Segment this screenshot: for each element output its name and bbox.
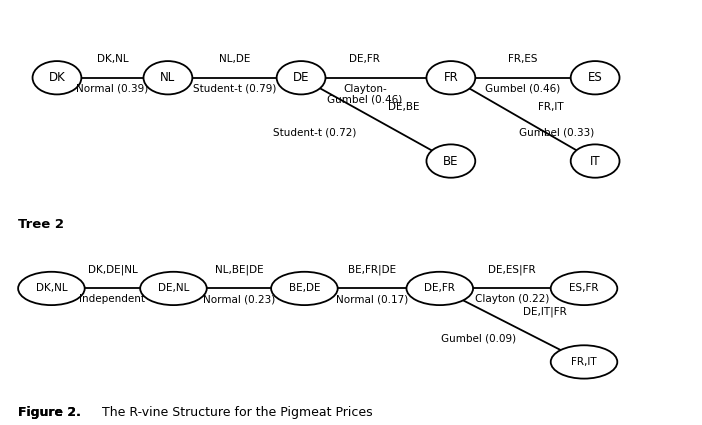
Text: FR,IT: FR,IT	[538, 102, 564, 111]
Text: ES,FR: ES,FR	[569, 283, 599, 293]
Text: Figure 2.: Figure 2.	[18, 406, 81, 419]
Text: ES: ES	[588, 71, 602, 84]
Ellipse shape	[277, 61, 326, 94]
Ellipse shape	[426, 144, 475, 178]
Text: FR: FR	[444, 71, 458, 84]
Text: DE,FR: DE,FR	[424, 283, 455, 293]
Text: BE,DE: BE,DE	[289, 283, 320, 293]
Text: Student-t (0.79): Student-t (0.79)	[193, 84, 276, 94]
Text: FR,IT: FR,IT	[571, 357, 597, 367]
Text: Tree 2: Tree 2	[18, 218, 64, 231]
Text: Clayton (0.22): Clayton (0.22)	[475, 295, 549, 304]
Text: DE,FR: DE,FR	[350, 54, 380, 64]
Ellipse shape	[18, 272, 85, 305]
Text: DK,NL: DK,NL	[36, 283, 67, 293]
Text: NL,DE: NL,DE	[219, 54, 250, 64]
Text: DE,IT|FR: DE,IT|FR	[523, 307, 567, 317]
Ellipse shape	[32, 61, 81, 94]
Ellipse shape	[271, 272, 338, 305]
Text: DE: DE	[293, 71, 310, 84]
Text: Normal (0.17): Normal (0.17)	[336, 295, 408, 304]
Text: Gumbel (0.09): Gumbel (0.09)	[441, 333, 516, 343]
Text: BE,FR|DE: BE,FR|DE	[348, 264, 396, 275]
Text: IT: IT	[590, 155, 600, 167]
Ellipse shape	[551, 345, 617, 379]
Text: Clayton-
Gumbel (0.46): Clayton- Gumbel (0.46)	[327, 84, 402, 105]
Text: Gumbel (0.33): Gumbel (0.33)	[519, 127, 594, 137]
Text: DE,NL: DE,NL	[158, 283, 189, 293]
Text: Normal (0.23): Normal (0.23)	[203, 295, 275, 304]
Text: DE,BE: DE,BE	[388, 102, 420, 111]
Ellipse shape	[426, 61, 475, 94]
Text: Figure 2.: Figure 2.	[18, 406, 81, 419]
Text: NL: NL	[160, 71, 176, 84]
Ellipse shape	[571, 144, 620, 178]
Text: BE: BE	[443, 155, 458, 167]
Text: DK: DK	[48, 71, 65, 84]
Text: Student-t (0.72): Student-t (0.72)	[273, 127, 357, 137]
Ellipse shape	[143, 61, 192, 94]
Text: Independent: Independent	[79, 295, 145, 304]
Text: Gumbel (0.46): Gumbel (0.46)	[485, 84, 561, 94]
Text: DK,DE|NL: DK,DE|NL	[88, 264, 138, 275]
Text: DE,ES|FR: DE,ES|FR	[488, 264, 536, 275]
Ellipse shape	[406, 272, 473, 305]
Text: NL,BE|DE: NL,BE|DE	[215, 264, 263, 275]
Text: Figure 2. The R-vine Structure for the Pigmeat Prices: Figure 2. The R-vine Structure for the P…	[18, 406, 347, 419]
Text: FR,ES: FR,ES	[508, 54, 538, 64]
Ellipse shape	[551, 272, 617, 305]
Ellipse shape	[571, 61, 620, 94]
Ellipse shape	[140, 272, 207, 305]
Text: DK,NL: DK,NL	[97, 54, 128, 64]
Text: Normal (0.39): Normal (0.39)	[77, 84, 149, 94]
Text: The R-vine Structure for the Pigmeat Prices: The R-vine Structure for the Pigmeat Pri…	[98, 406, 372, 419]
